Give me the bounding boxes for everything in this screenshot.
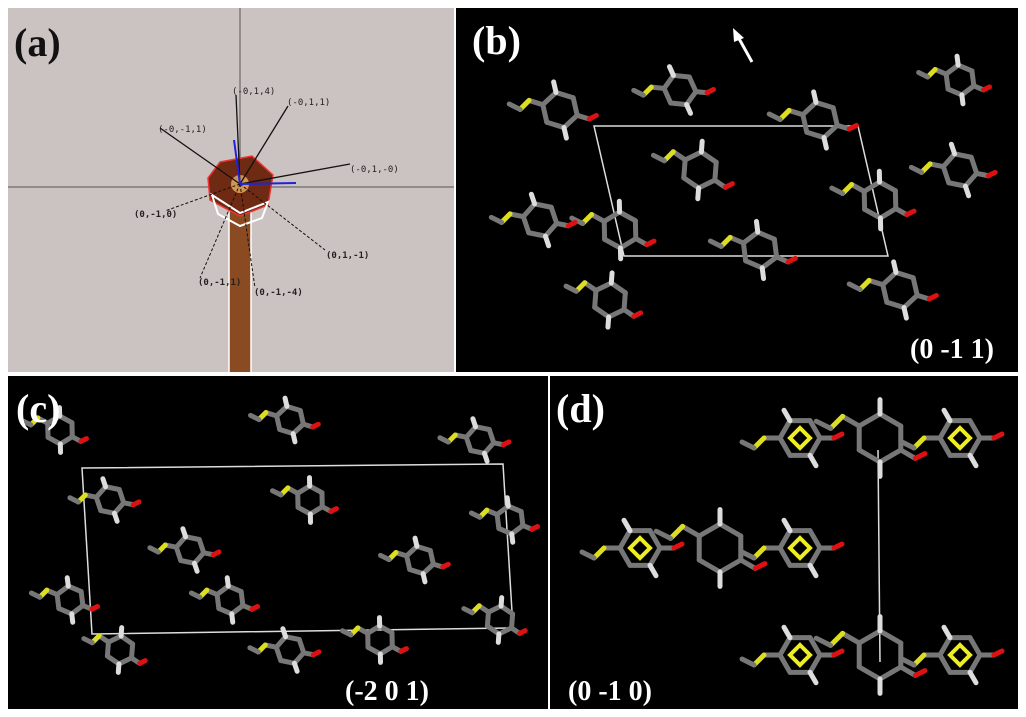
molecule-part xyxy=(949,183,966,186)
molecule-part xyxy=(118,664,119,672)
molecule-part xyxy=(331,509,337,512)
panel-label: (c) xyxy=(16,386,60,431)
molecule-part xyxy=(965,186,968,196)
molecule-part xyxy=(545,236,548,246)
molecule-part xyxy=(988,172,995,175)
molecule-part xyxy=(183,529,186,537)
molecule-part xyxy=(114,513,117,521)
molecule-part xyxy=(531,194,534,204)
molecule-part xyxy=(983,87,989,90)
molecule-part xyxy=(213,552,219,555)
molecule-part xyxy=(756,221,757,232)
annotation: (-0,1,-0) xyxy=(350,165,399,175)
molecule-part xyxy=(415,538,417,546)
molecule-part xyxy=(788,258,795,262)
molecule-part xyxy=(929,295,936,299)
molecule-part xyxy=(294,663,297,671)
annotation: (-0,1,4) xyxy=(232,87,275,97)
molecule-part xyxy=(81,439,87,442)
molecule-part xyxy=(92,606,98,609)
figure: (-0,1,4) (-0,1,1) (-0,-1,1) (-0,1,-0) (0… xyxy=(0,0,1026,717)
molecule-part xyxy=(725,184,732,188)
molecule-part xyxy=(814,92,816,103)
molecule-part xyxy=(503,442,509,445)
annotation: (0,-1,-4) xyxy=(254,288,303,298)
molecule-part xyxy=(401,649,407,652)
molecule-part xyxy=(957,56,958,65)
molecule-part xyxy=(484,453,487,461)
molecule-part xyxy=(715,162,716,180)
molecule-part xyxy=(72,614,73,622)
molecule-part xyxy=(824,138,826,149)
panel-label: (d) xyxy=(556,386,605,431)
molecule-part xyxy=(962,95,963,104)
molecule-part xyxy=(520,631,526,634)
molecule-part xyxy=(589,115,596,119)
annotation: (0,1,-1) xyxy=(326,251,369,261)
orientation-label: (0 -1 0) xyxy=(568,676,652,707)
molecule-part xyxy=(568,222,575,225)
molecule-part xyxy=(701,141,702,152)
molecule-part xyxy=(507,498,508,506)
annotation: (0,-1,1) xyxy=(198,278,241,288)
molecule-part xyxy=(67,578,68,586)
orientation-label: (0 -1 1) xyxy=(910,334,994,365)
molecule-part xyxy=(762,268,763,279)
molecule-part xyxy=(133,502,139,505)
molecule-part xyxy=(283,629,286,637)
molecule-part xyxy=(624,293,625,310)
annotation: (0,-1,0) xyxy=(134,210,177,220)
axis-b xyxy=(240,183,296,184)
molecule-part xyxy=(252,606,258,609)
molecule-part xyxy=(894,262,896,273)
molecule-part xyxy=(647,241,654,245)
molecule-part xyxy=(501,598,502,606)
molecule-part xyxy=(535,204,552,207)
molecule-part xyxy=(512,534,513,542)
orientation-label: (-2 0 1) xyxy=(345,676,429,707)
molecule-part xyxy=(232,614,233,622)
molecule-part xyxy=(608,317,609,327)
molecule-part xyxy=(955,154,972,157)
molecule-part xyxy=(140,661,146,664)
molecule-part xyxy=(532,526,538,529)
molecule-part xyxy=(743,243,745,261)
molecule-part xyxy=(634,313,641,316)
molecule-part xyxy=(611,273,612,283)
molecule-part xyxy=(313,424,319,427)
annotation: (-0,-1,1) xyxy=(158,125,207,135)
panel-label: (a) xyxy=(14,20,61,65)
molecule-part xyxy=(194,563,197,571)
panel-b-bg xyxy=(456,8,1018,372)
molecule-part xyxy=(313,652,319,655)
molecule-part xyxy=(698,188,699,199)
molecule-part xyxy=(423,574,425,582)
molecule-part xyxy=(293,434,295,442)
molecule-part xyxy=(443,564,449,567)
molecule-part xyxy=(904,308,906,319)
molecule-part xyxy=(707,90,713,93)
molecule-part xyxy=(684,160,685,178)
molecule-part xyxy=(498,634,499,642)
molecule-part xyxy=(849,125,856,129)
annotation: (-0,1,1) xyxy=(287,98,330,108)
molecule-part xyxy=(285,398,287,406)
molecule-part xyxy=(595,290,596,307)
molecule-part xyxy=(951,144,954,154)
molecule-part xyxy=(103,479,106,487)
molecule-part xyxy=(227,578,228,586)
molecule-part xyxy=(564,128,566,139)
molecule-part xyxy=(121,628,122,636)
molecule-part xyxy=(774,239,776,257)
molecule-part xyxy=(473,419,476,427)
molecule-part xyxy=(529,233,546,236)
molecule-part xyxy=(554,82,556,93)
panel-label: (b) xyxy=(472,18,521,63)
molecule-part xyxy=(907,211,914,215)
